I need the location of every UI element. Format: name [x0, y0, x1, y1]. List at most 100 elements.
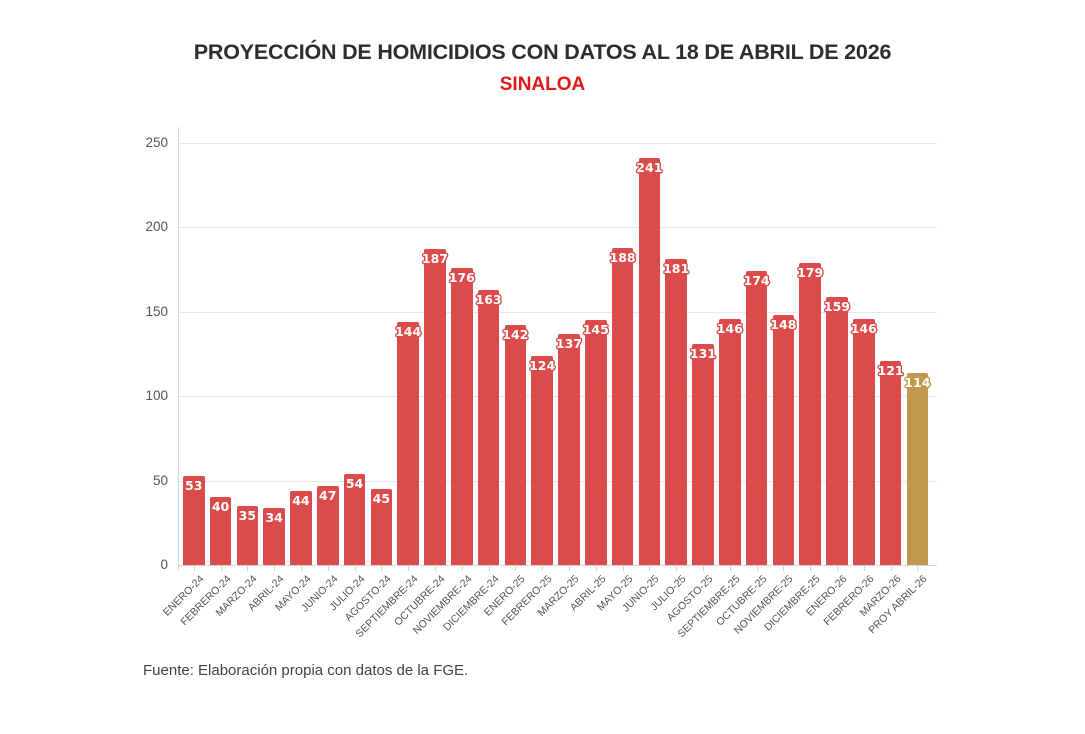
chart-subtitle: SINALOA: [499, 74, 586, 95]
bar-value-label: 176: [448, 269, 475, 285]
bar-value-label: 188: [609, 249, 636, 265]
bar-value-label: 146: [716, 320, 743, 336]
x-axis-tick: [408, 566, 410, 571]
bar: 179: [797, 262, 824, 565]
y-tick-label: 200: [145, 219, 168, 235]
bar: 188: [609, 247, 636, 565]
x-axis-tick: [568, 566, 570, 571]
bar-value-label: 34: [265, 509, 283, 525]
x-axis-tick: [274, 566, 276, 571]
bar: 40: [209, 497, 232, 565]
y-gridline: [178, 227, 937, 229]
x-axis-tick: [515, 566, 517, 571]
source-note: Fuente: Elaboración propia con datos de …: [143, 662, 469, 679]
y-gridline: [178, 396, 937, 398]
bar: 159: [823, 296, 850, 565]
bar: 145: [582, 320, 609, 565]
x-axis-tick: [461, 566, 463, 571]
bar-value-label: 145: [582, 322, 609, 338]
bar: 241: [636, 158, 663, 565]
x-axis-tick: [836, 566, 838, 571]
bar: 174: [744, 271, 770, 565]
bar-value-label: 131: [689, 345, 716, 361]
y-gridline: [178, 143, 937, 144]
bar: 181: [663, 259, 690, 565]
y-tick-label: 50: [152, 472, 168, 488]
x-axis-tick: [381, 566, 383, 571]
x-axis-baseline: [178, 565, 937, 566]
y-tick-label: 250: [145, 135, 168, 150]
bar: 148: [770, 315, 797, 565]
bar-value-label: 148: [770, 317, 797, 333]
bar: 137: [555, 333, 582, 565]
x-axis-tick: [783, 566, 785, 571]
x-axis-tick: [917, 566, 919, 571]
bar: 144: [395, 321, 422, 565]
x-axis-tick: [595, 566, 597, 571]
bar-value-label: 163: [475, 291, 502, 307]
bar-value-label: 35: [238, 507, 257, 523]
bar-value-label: 179: [797, 264, 824, 280]
x-axis-tick: [649, 566, 651, 571]
x-axis-tick: [729, 566, 731, 571]
x-axis-tick: [434, 566, 436, 571]
x-axis-tick: [702, 566, 704, 571]
x-axis-tick: [220, 566, 222, 571]
bar-value-label: 44: [292, 492, 310, 508]
bar: 54: [343, 473, 366, 565]
bar-value-label: 121: [877, 362, 904, 378]
y-tick-label: 100: [145, 388, 168, 404]
x-axis-tick: [327, 566, 329, 571]
bar: 146: [850, 318, 877, 565]
bar: 44: [290, 490, 312, 565]
y-gridline: [178, 311, 937, 313]
bar: 163: [475, 289, 502, 565]
y-tick-label: 0: [160, 557, 168, 572]
x-axis-tick: [354, 566, 356, 571]
x-axis-tick: [810, 566, 812, 571]
bar-projection: 114: [904, 372, 931, 565]
x-axis-tick: [542, 566, 544, 571]
x-axis-tick: [863, 566, 865, 571]
bar: 187: [421, 249, 448, 565]
bar: 35: [236, 505, 259, 565]
x-axis-tick: [300, 566, 302, 571]
bar-value-label: 187: [421, 251, 448, 267]
chart-title: PROYECCIÓN DE HOMICIDIOS CON DATOS AL 18…: [193, 40, 892, 64]
bar-value-label: 114: [904, 374, 931, 390]
bar-value-label: 40: [211, 499, 230, 515]
bar: 47: [317, 485, 339, 565]
y-axis-line: [178, 127, 179, 570]
bar-value-label: 47: [319, 487, 337, 503]
bar-value-label: 241: [636, 160, 663, 176]
bar-value-label: 53: [185, 477, 203, 493]
bar: 146: [716, 318, 743, 565]
bar-value-label: 142: [502, 327, 529, 343]
bar-value-label: 54: [345, 475, 364, 491]
bar: 34: [263, 507, 285, 565]
bar: 176: [448, 267, 475, 565]
bar: 45: [370, 489, 393, 565]
x-axis-tick: [488, 566, 490, 571]
bar-value-label: 159: [823, 298, 850, 314]
y-gridline: [178, 480, 937, 482]
bar: 142: [502, 325, 529, 565]
x-axis-tick: [676, 566, 678, 571]
x-axis-tick: [247, 566, 249, 571]
bar: 121: [877, 360, 904, 565]
bar-value-label: 137: [555, 335, 582, 351]
bar-value-label: 45: [372, 491, 391, 507]
y-tick-label: 150: [145, 303, 168, 319]
bar-value-label: 146: [850, 320, 877, 336]
bar: 53: [183, 475, 205, 565]
x-axis-tick: [193, 566, 195, 571]
x-axis-tick: [622, 566, 624, 571]
x-axis-tick: [890, 566, 892, 571]
x-axis-tick: [756, 566, 758, 571]
bar-value-label: 144: [395, 323, 422, 339]
bar: 131: [689, 343, 716, 565]
bar-value-label: 124: [529, 357, 556, 373]
bar-value-label: 181: [663, 261, 690, 277]
